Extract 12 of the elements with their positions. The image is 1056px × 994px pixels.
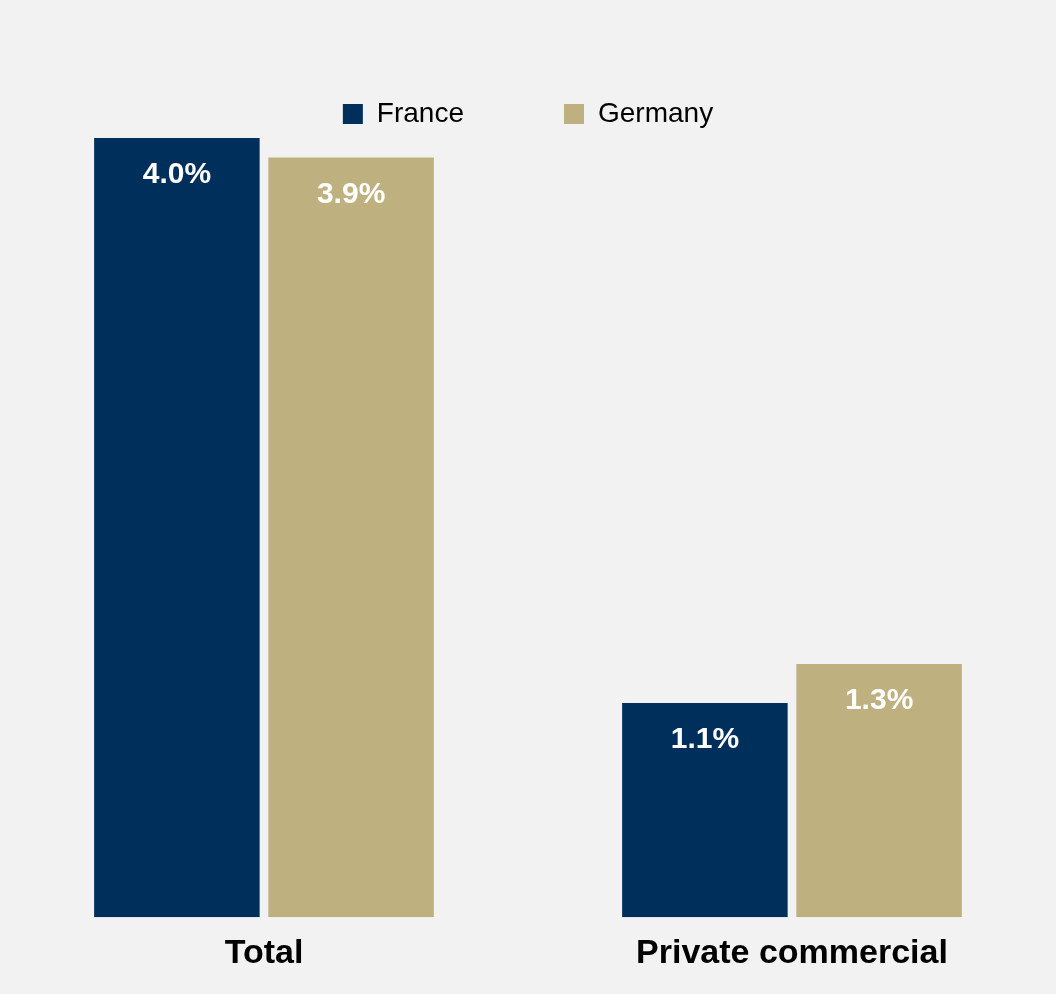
bar — [94, 138, 260, 918]
legend-label: France — [376, 96, 465, 128]
data-label: 3.9% — [316, 175, 386, 209]
x-tick-label: Private commercial — [636, 931, 948, 970]
data-label: 1.1% — [670, 721, 740, 755]
x-tick-label: Total — [224, 931, 304, 970]
data-label: 4.0% — [142, 156, 212, 190]
bar — [796, 663, 962, 918]
data-label: 1.3% — [844, 682, 914, 716]
bar — [268, 157, 434, 918]
legend-label: Germany — [598, 96, 714, 128]
bar — [622, 702, 788, 918]
